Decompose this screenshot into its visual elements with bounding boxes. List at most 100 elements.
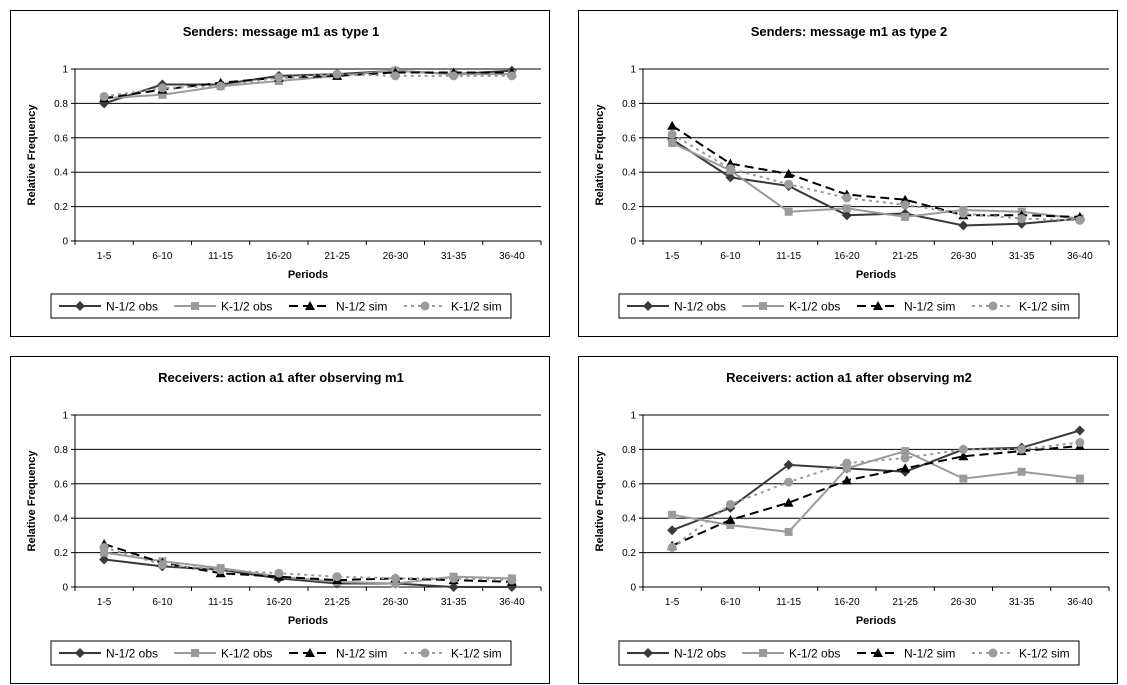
legend-label: N-1/2 obs [106,300,158,314]
data-point [667,129,677,139]
legend-marker [759,302,767,310]
x-tick-label: 16-20 [266,597,292,608]
legend: N-1/2 obs K-1/2 obs N-1/2 sim K-1/2 sim [50,293,512,319]
data-point [274,73,284,83]
y-tick-label: 0.8 [622,445,636,456]
series-line [671,450,1080,534]
x-tick-label: 16-20 [266,251,292,262]
data-point [842,193,852,203]
y-tick-label: 1 [62,65,68,76]
data-point [784,179,794,189]
series-3 [99,542,517,585]
legend-label: N-1/2 sim [904,300,955,314]
data-point [157,560,167,570]
x-axis-label: Periods [288,269,328,281]
data-point [959,474,968,483]
x-tick-label: 31-35 [441,251,467,262]
x-tick-label: 21-25 [324,251,350,262]
legend-marker [191,649,199,657]
x-tick-label: 36-40 [499,251,525,262]
data-point [1017,214,1027,224]
y-tick-label: 0.8 [54,445,68,456]
legend-label: K-1/2 sim [1019,300,1070,314]
data-point [783,497,794,507]
legend-marker [420,648,430,658]
data-point [725,514,736,524]
chart-svg-2: Senders: message m1 as type 2 0 0.2 0.4 0.6 0… [594,24,1110,319]
legend-label: N-1/2 obs [106,647,158,661]
x-tick-label: 36-40 [499,597,525,608]
y-axis-label: Relative Frequency [594,104,606,206]
chart-panel-receivers-m1: Receivers: action a1 after observing m1 0… [10,356,550,684]
legend-marker [75,301,85,311]
y-tick-label: 0.2 [54,202,68,213]
x-tick-label: 36-40 [1067,597,1093,608]
series-line [671,124,1080,218]
data-point [1075,474,1084,483]
legend-marker [643,648,653,658]
legend-marker [191,302,199,310]
x-tick-label: 11-15 [208,597,233,608]
series-line [671,142,1080,220]
legend-label: K-1/2 obs [221,647,272,661]
data-point [958,208,968,218]
chart-svg-1: Senders: message m1 as type 1 0 0.2 0.4 0.6 0… [26,24,542,319]
series-line [103,546,512,582]
legend-label: K-1/2 sim [451,647,502,661]
y-tick-label: 0.6 [622,133,636,144]
data-point [668,138,677,147]
x-tick-label: 11-15 [776,597,801,608]
x-tick-label: 6-10 [720,597,740,608]
data-point [507,71,517,81]
data-point [390,71,400,81]
data-point [216,81,226,91]
x-axis-label: Periods [288,615,328,627]
x-tick-label: 11-15 [208,251,233,262]
y-tick-label: 0 [62,583,68,594]
data-point [216,565,226,575]
x-tick-label: 21-25 [892,251,918,262]
data-point [901,447,910,456]
legend-label: K-1/2 sim [451,300,502,314]
data-point [784,477,794,487]
legend-marker [305,648,315,657]
x-tick-label: 6-10 [720,251,740,262]
legend-marker [75,648,85,658]
data-point [958,451,969,461]
y-axis-label: Relative Frequency [26,104,38,206]
series-line [103,73,512,98]
legend-marker [988,648,998,658]
chart-title: Receivers: action a1 after observing m1 [158,370,404,385]
x-tick-label: 21-25 [892,597,918,608]
chart-title: Senders: message m1 as type 2 [751,24,948,39]
data-point [784,527,793,536]
y-tick-label: 0.2 [54,548,68,559]
data-point [841,475,852,485]
data-point [842,458,852,468]
y-tick-label: 0.4 [54,514,68,525]
legend: N-1/2 obs K-1/2 obs N-1/2 sim K-1/2 sim [50,640,512,666]
legend: N-1/2 obs K-1/2 obs N-1/2 sim K-1/2 sim [618,640,1080,666]
data-point [332,572,342,582]
series-line [103,551,512,585]
series-line [104,69,512,100]
x-tick-label: 11-15 [776,251,801,262]
x-tick-label: 26-30 [951,597,977,608]
data-point [841,210,852,221]
x-axis-label: Periods [856,615,896,627]
data-point [449,573,459,583]
data-point [99,92,109,102]
data-point [783,168,794,178]
data-point [667,120,678,130]
data-point [725,499,735,509]
data-point [667,525,678,536]
legend-marker [873,301,883,310]
data-point [1017,467,1026,476]
y-tick-label: 0.4 [622,168,636,179]
data-point [842,204,851,213]
legend-marker [988,301,998,311]
x-tick-label: 1-5 [665,251,680,262]
x-tick-label: 31-35 [441,597,467,608]
data-point [958,220,969,231]
y-axis-label: Relative Frequency [594,450,606,552]
